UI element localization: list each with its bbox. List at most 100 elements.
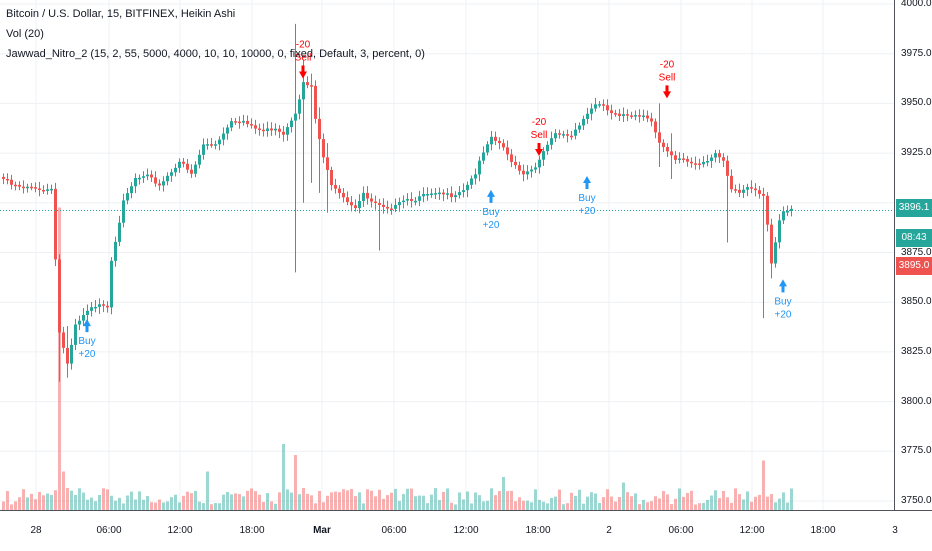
candle-body (410, 198, 413, 202)
candle-body (730, 175, 733, 190)
candle-body (626, 114, 629, 116)
volume-bar (162, 502, 165, 510)
candle-body (678, 158, 681, 160)
volume-bar (438, 500, 441, 510)
candle-body (18, 184, 21, 187)
volume-bar (742, 499, 745, 510)
grid (0, 0, 894, 510)
buy-arrow-icon (583, 176, 591, 190)
volume-bar (622, 482, 625, 510)
volume-bar (778, 498, 781, 510)
volume-bar (354, 496, 357, 510)
candle-body (650, 118, 653, 122)
candle-body (610, 110, 613, 114)
volume-indicator-label[interactable]: Vol (20) (6, 28, 44, 40)
candle-body (762, 193, 765, 196)
candle-body (714, 153, 717, 158)
volume-bar (274, 503, 277, 510)
strategy-indicator-label[interactable]: Jawwad_Nitro_2 (15, 2, 55, 5000, 4000, 1… (6, 48, 425, 60)
volume-bar (710, 495, 713, 510)
candle-body (530, 169, 533, 172)
candle-body (306, 82, 309, 86)
volume-bar (170, 497, 173, 510)
candle-body (422, 194, 425, 197)
volume-bar (446, 488, 449, 510)
time-tick: 2 (606, 525, 612, 536)
volume-bar (646, 502, 649, 510)
candle-body (170, 172, 173, 176)
buy-signal-label: Buy (578, 193, 595, 204)
sell-arrow-icon (663, 85, 671, 99)
candle-body (222, 133, 225, 140)
candle-body (238, 121, 241, 124)
buy-signal-label: Buy (774, 296, 791, 307)
volume-bar (762, 460, 765, 510)
volume-bar (22, 489, 25, 510)
sell-arrow-icon (299, 65, 307, 79)
countdown-badge: 08:43 (896, 229, 932, 247)
candle-body (78, 320, 81, 325)
price-chart[interactable]: Buy +20 -20 Sell Buy +20 -20 Sell Buy +20 -20 Sell B… (0, 0, 894, 510)
candle-body (570, 135, 573, 138)
candle-body (606, 105, 609, 111)
time-tick: 12:00 (739, 525, 765, 536)
candle-body (630, 115, 633, 117)
candle-body (390, 208, 393, 211)
candle-body (434, 193, 437, 195)
candle-body (554, 133, 557, 139)
candle-body (754, 188, 757, 191)
volume-bar (26, 497, 29, 510)
candle-body (398, 202, 401, 206)
buy-signal-qty: +20 (579, 206, 596, 217)
candle-body (194, 164, 197, 174)
trade-signals: Buy +20 -20 Sell Buy +20 -20 Sell Buy +20 -20 Sell B… (78, 40, 792, 361)
volume-bar (530, 502, 533, 510)
volume-bar (666, 494, 669, 510)
volume-bar (494, 495, 497, 510)
candle-body (154, 177, 157, 184)
candle-body (574, 129, 577, 136)
candle-body (30, 186, 33, 189)
volume-bar (246, 490, 249, 510)
volume-bar (418, 495, 421, 510)
candle-body (534, 167, 537, 170)
candle-body (634, 115, 637, 117)
candle-body (298, 99, 301, 114)
candle-body (670, 151, 673, 156)
candle-body (6, 178, 9, 181)
candle-body (526, 171, 529, 175)
volume-bar (634, 493, 637, 510)
volume-bar (786, 502, 789, 510)
volume-bar (570, 492, 573, 510)
volume-bars (2, 207, 793, 510)
time-tick: 06:00 (668, 525, 694, 536)
volume-bar (598, 502, 601, 510)
candle-body (646, 115, 649, 119)
sell-signal-label: Sell (531, 130, 548, 141)
volume-bar (182, 495, 185, 510)
candle-body (54, 188, 57, 260)
candle-body (594, 104, 597, 109)
candle-body (166, 175, 169, 182)
time-axis[interactable]: 28 06:00 12:00 18:00 Mar 06:00 12:00 18:… (0, 510, 932, 551)
candle-body (718, 153, 721, 158)
volume-bar (110, 495, 113, 510)
volume-bar (46, 493, 49, 510)
candle-body (742, 189, 745, 193)
candle-body (538, 159, 541, 168)
candle-body (326, 157, 329, 170)
candle-body (278, 128, 281, 132)
candle-body (738, 189, 741, 193)
candle-body (386, 206, 389, 209)
volume-bar (166, 501, 169, 510)
candle-body (494, 136, 497, 141)
volume-bar (542, 501, 545, 510)
volume-bar (518, 497, 521, 510)
buy-signal-qty: +20 (775, 309, 792, 320)
symbol-title[interactable]: Bitcoin / U.S. Dollar, 15, BITFINEX, Hei… (6, 8, 236, 20)
volume-bar (258, 494, 261, 510)
candle-body (402, 200, 405, 203)
candle-body (582, 118, 585, 126)
volume-bar (10, 504, 13, 510)
price-axis[interactable]: 4000.0 3975.0 3950.0 3925.0 3875.0 3850.… (894, 0, 932, 510)
